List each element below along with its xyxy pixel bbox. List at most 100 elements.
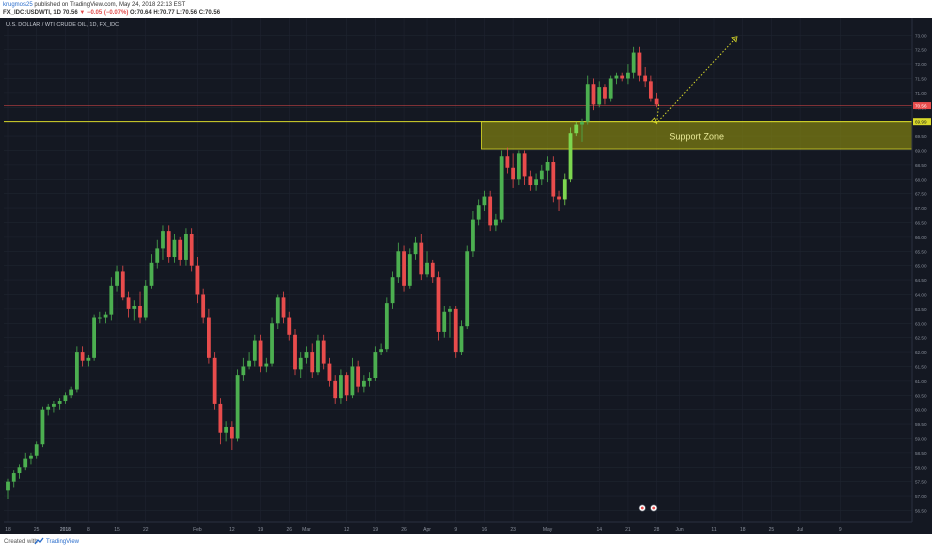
candle (637, 52, 642, 76)
candle (476, 205, 481, 220)
candle (321, 340, 326, 364)
symbol-info: FX_IDC:USDWTI, 1D 70.56 ▼ −0.05 (−0.07%)… (3, 10, 220, 16)
candle (643, 75, 648, 82)
candle (350, 366, 355, 396)
tradingview-logo-icon (34, 537, 44, 545)
symbol-text: FX_IDC:USDWTI, 1D (3, 10, 62, 16)
candle (275, 297, 280, 324)
candle (356, 366, 361, 387)
price-tick-label: 71.00 (915, 91, 927, 96)
candle (57, 401, 62, 404)
candle (511, 167, 516, 180)
price-tick-label: 62.00 (915, 350, 927, 355)
price-tick-label: 69.50 (915, 134, 927, 139)
candle (120, 271, 125, 298)
candle (545, 162, 550, 171)
author-link[interactable]: krugmos25 (3, 2, 33, 8)
candle (522, 153, 527, 177)
event-marker-dot (640, 506, 644, 510)
last-value: 70.56 (62, 10, 78, 16)
published-text: published on TradingView.com, May 24, 20… (34, 2, 186, 8)
change-text: ▼ −0.05 (−0.07%) (79, 10, 129, 16)
candle (620, 75, 625, 79)
candle (528, 176, 533, 186)
candle (184, 234, 188, 260)
price-tick-label: 72.00 (915, 62, 927, 67)
candle (648, 81, 653, 99)
candle (494, 219, 498, 226)
projection-arrowhead (731, 36, 738, 43)
time-tick-label: Jun (676, 527, 684, 533)
candle (34, 444, 39, 456)
publish-header: krugmos25 published on TradingView.com, … (0, 0, 932, 18)
candle (459, 326, 464, 353)
candle (453, 308, 458, 353)
candle (161, 231, 165, 249)
candle (499, 156, 504, 220)
price-tick-label: 59.00 (915, 436, 927, 441)
support-level-label: 69.99 (915, 119, 927, 124)
time-tick-label: 19 (373, 527, 379, 533)
price-tick-label: 60.50 (915, 393, 927, 398)
candle (80, 352, 85, 361)
candle (143, 285, 148, 318)
time-tick-label: 26 (286, 527, 292, 533)
candle (195, 265, 200, 295)
candle (562, 179, 567, 200)
time-tick-label: Apr (423, 527, 431, 533)
candle (69, 389, 74, 396)
publish-info: krugmos25 published on TradingView.com, … (3, 2, 185, 8)
candle (92, 317, 96, 358)
candle (207, 317, 211, 358)
candle (396, 251, 401, 278)
candle (316, 340, 320, 373)
event-marker-dot (652, 506, 656, 510)
tradingview-link[interactable]: TradingView (46, 539, 80, 545)
candle (241, 366, 246, 376)
candle (281, 297, 286, 318)
candle (109, 285, 114, 315)
candle (247, 360, 251, 367)
price-tick-label: 66.50 (915, 220, 927, 225)
candle (86, 357, 91, 361)
time-tick-label: 26 (401, 527, 407, 533)
price-tick-label: 63.50 (915, 307, 927, 312)
candle (103, 314, 108, 318)
candle (425, 262, 429, 275)
candle (17, 467, 22, 474)
time-tick-label: 25 (769, 527, 775, 533)
time-tick-label: 21 (625, 527, 631, 533)
time-tick-label: 15 (114, 527, 120, 533)
candle (126, 297, 131, 309)
candle (74, 352, 79, 390)
time-tick-label: 12 (229, 527, 235, 533)
price-tick-label: 73.00 (915, 33, 927, 38)
candle (327, 363, 332, 381)
price-tick-label: 59.50 (915, 422, 927, 427)
candle (534, 179, 538, 186)
candle (310, 352, 315, 373)
projection-arrowhead (650, 117, 658, 124)
price-tick-label: 58.50 (915, 451, 927, 456)
last-price-label: 70.56 (915, 103, 927, 108)
candle (597, 87, 602, 105)
candle (384, 303, 389, 350)
time-tick-label: 18 (5, 527, 11, 533)
candle (178, 239, 183, 260)
candle (29, 455, 33, 459)
time-tick-label: Mar (302, 527, 311, 533)
candlestick-chart[interactable]: Support Zone 56.50 57.00 57.50 58.00 58.50 59.… (0, 18, 932, 534)
candle (448, 308, 452, 312)
candle (402, 251, 406, 286)
price-tick-label: 63.00 (915, 321, 927, 326)
candle (46, 406, 51, 410)
candle (229, 426, 234, 439)
created-with-text: Created with (4, 539, 38, 545)
candle (568, 133, 573, 180)
candle (235, 375, 240, 439)
chart-area[interactable]: Support Zone 56.50 57.00 57.50 58.00 58.50 59.… (0, 18, 932, 534)
price-tick-label: 65.00 (915, 264, 927, 269)
support-level-label-bg (913, 118, 931, 126)
candle (224, 426, 229, 433)
time-tick-label: 9 (839, 527, 842, 533)
